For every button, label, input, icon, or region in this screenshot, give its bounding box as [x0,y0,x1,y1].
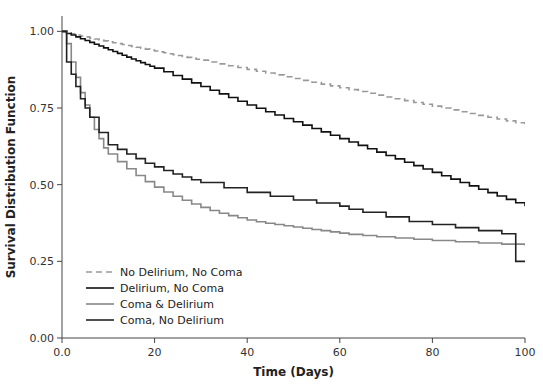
x-tick-label: 100 [515,346,536,359]
y-tick-label: 0.25 [30,255,55,268]
legend-swatch [86,303,114,305]
x-tick [154,338,155,343]
y-tick-label: 1.00 [30,25,55,38]
survival-curve [62,31,525,124]
x-tick [339,338,340,343]
legend-label: No Delirium, No Coma [120,266,242,279]
x-tick-label: 40 [240,346,254,359]
legend-label: Coma & Delirium [120,298,214,311]
legend-label: Delirium, No Coma [120,282,224,295]
y-tick [57,108,62,109]
legend-swatch [86,319,114,321]
x-tick-label: 0.0 [53,346,71,359]
survival-curve [62,31,525,261]
y-axis-line [62,16,63,338]
y-tick [57,31,62,32]
survival-curve [62,31,525,245]
x-axis-label: Time (Days) [253,365,334,379]
legend-swatch [86,271,114,273]
legend-swatch [86,287,114,289]
y-tick [57,338,62,339]
x-tick [525,338,526,343]
x-axis-line [62,338,525,339]
survival-curve [62,31,525,206]
y-tick-label: 0.00 [30,332,55,345]
x-tick-label: 80 [425,346,439,359]
y-tick-label: 0.75 [30,102,55,115]
y-tick [57,261,62,262]
y-axis-label: Survival Distribution Function [4,76,18,279]
x-tick-label: 20 [148,346,162,359]
legend: No Delirium, No Coma Delirium, No Coma Com… [86,266,242,327]
legend-label: Coma, No Delirium [120,314,224,327]
y-tick-label: 0.50 [30,179,55,192]
x-tick [432,338,433,343]
plot-area [62,31,525,261]
x-tick-label: 60 [333,346,347,359]
chart: 0.00 0.25 0.50 0.75 1.00 0.0 20 40 60 80 100 Time (… [0,0,543,384]
y-tick [57,184,62,185]
x-tick [62,338,63,343]
x-tick [247,338,248,343]
